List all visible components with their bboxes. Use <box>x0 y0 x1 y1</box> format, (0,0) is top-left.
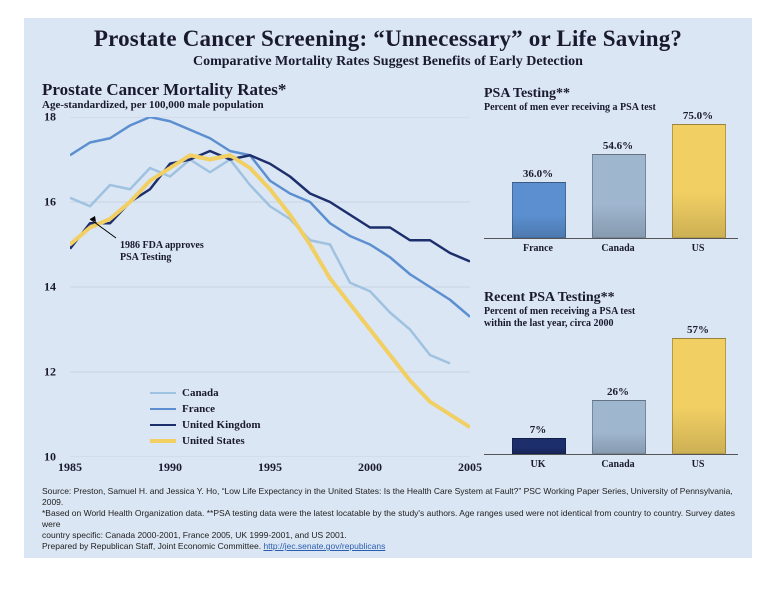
bar-value-label: 57% <box>672 324 724 336</box>
bar-chart-psa-recent: Recent PSA Testing** Percent of men rece… <box>484 290 738 455</box>
legend-label: United States <box>182 433 245 449</box>
legend-label: Canada <box>182 385 219 401</box>
x-tick-label: 2000 <box>358 460 382 475</box>
bar-category-label: US <box>672 243 724 254</box>
line-chart-subtitle: Age-standardized, per 100,000 male popul… <box>42 99 472 111</box>
bar-chart-psa-ever: PSA Testing** Percent of men ever receiv… <box>484 86 738 239</box>
bar2-plot: UK7%Canada26%US57% <box>484 334 738 455</box>
x-tick-label: 1985 <box>58 460 82 475</box>
footnote-line-3: country specific: Canada 2000-2001, Fran… <box>42 530 740 541</box>
line-plot-area: CanadaFranceUnited KingdomUnited States … <box>70 117 470 457</box>
legend-swatch <box>150 392 176 395</box>
bar1-plot: France36.0%Canada54.6%US75.0% <box>484 118 738 239</box>
bar2-title: Recent PSA Testing** <box>484 290 738 306</box>
legend-item: United Kingdom <box>150 417 261 433</box>
bar-value-label: 36.0% <box>512 168 564 180</box>
footnote: Source: Preston, Samuel H. and Jessica Y… <box>42 486 740 552</box>
bar-category-label: Canada <box>592 243 644 254</box>
bar-value-label: 26% <box>592 386 644 398</box>
legend: CanadaFranceUnited KingdomUnited States <box>150 385 261 449</box>
line-chart-title: Prostate Cancer Mortality Rates* <box>42 80 472 100</box>
legend-item: Canada <box>150 385 261 401</box>
y-tick-label: 16 <box>44 195 56 210</box>
bar-category-label: France <box>512 243 564 254</box>
bar-category-label: Canada <box>592 459 644 470</box>
bar <box>512 438 566 454</box>
bar <box>672 338 726 454</box>
y-tick-label: 12 <box>44 365 56 380</box>
main-subtitle: Comparative Mortality Rates Suggest Bene… <box>24 54 752 70</box>
legend-item: France <box>150 401 261 417</box>
footnote-line-4: Prepared by Republican Staff, Joint Econ… <box>42 541 740 552</box>
chart-panel: Prostate Cancer Screening: “Unnecessary”… <box>24 18 752 558</box>
bar2-subtitle-1: Percent of men receiving a PSA test <box>484 306 738 318</box>
footnote-link[interactable]: http://jec.senate.gov/republicans <box>263 541 385 551</box>
footnote-line-2: *Based on World Health Organization data… <box>42 508 740 530</box>
legend-swatch <box>150 439 176 443</box>
y-tick-label: 10 <box>44 450 56 465</box>
bar-category-label: UK <box>512 459 564 470</box>
y-tick-label: 18 <box>44 110 56 125</box>
bar1-title: PSA Testing** <box>484 86 738 102</box>
bar-value-label: 75.0% <box>672 110 724 122</box>
bar-value-label: 7% <box>512 424 564 436</box>
legend-item: United States <box>150 433 261 449</box>
legend-swatch <box>150 408 176 411</box>
bar <box>672 124 726 239</box>
bar <box>592 400 646 454</box>
x-tick-label: 2005 <box>458 460 482 475</box>
bar <box>512 182 566 238</box>
line-chart: Prostate Cancer Mortality Rates* Age-sta… <box>42 80 472 500</box>
x-tick-label: 1995 <box>258 460 282 475</box>
bar-category-label: US <box>672 459 724 470</box>
legend-swatch <box>150 424 176 427</box>
annotation: 1986 FDA approvesPSA Testing <box>120 240 204 264</box>
main-title: Prostate Cancer Screening: “Unnecessary”… <box>24 26 752 52</box>
footnote-line-1: Source: Preston, Samuel H. and Jessica Y… <box>42 486 740 508</box>
bar <box>592 154 646 238</box>
legend-label: France <box>182 401 215 417</box>
legend-label: United Kingdom <box>182 417 261 433</box>
bar-value-label: 54.6% <box>592 140 644 152</box>
x-tick-label: 1990 <box>158 460 182 475</box>
y-tick-label: 14 <box>44 280 56 295</box>
